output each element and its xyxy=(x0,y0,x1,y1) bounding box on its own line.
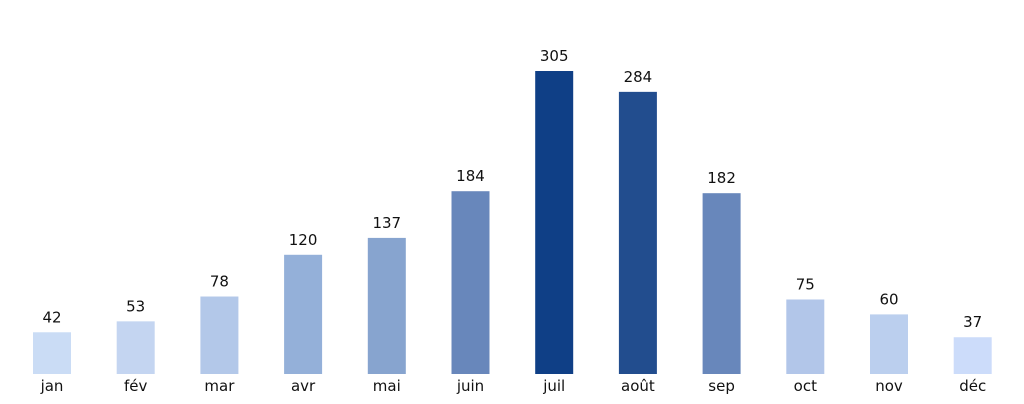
data-label-mar: 78 xyxy=(210,273,229,291)
data-label-déc: 37 xyxy=(963,313,982,331)
x-tick-label-jan: jan xyxy=(40,377,64,395)
bar-mai xyxy=(367,237,406,374)
data-label-jan: 42 xyxy=(42,308,61,326)
bar-avr xyxy=(284,254,323,374)
data-label-fév: 53 xyxy=(126,297,145,315)
x-tick-label-sep: sep xyxy=(708,377,735,395)
bar-juil xyxy=(535,71,574,374)
x-tick-label-juin: juin xyxy=(456,377,484,395)
x-tick-label-mar: mar xyxy=(204,377,235,395)
data-label-oct: 75 xyxy=(796,275,815,293)
x-tick-labels-layer: jan fév mar avr mai juin juil août sep oct nov déc xyxy=(40,377,987,395)
data-label-nov: 60 xyxy=(879,290,898,308)
bar-oct xyxy=(786,299,825,374)
x-tick-label-nov: nov xyxy=(875,377,903,395)
bar-nov xyxy=(870,314,908,374)
x-tick-label-juil: juil xyxy=(542,377,565,395)
bar-déc xyxy=(953,337,992,374)
x-tick-label-avr: avr xyxy=(291,377,316,395)
bar-sep xyxy=(702,193,741,374)
data-label-mai: 137 xyxy=(372,214,401,232)
bar-mar xyxy=(200,296,239,374)
x-tick-label-fév: fév xyxy=(124,377,148,395)
bar-août xyxy=(618,91,657,375)
x-tick-label-août: août xyxy=(621,377,655,395)
bar-jan xyxy=(33,332,71,374)
x-tick-label-oct: oct xyxy=(794,377,817,395)
bars-layer xyxy=(33,71,992,375)
x-tick-label-déc: déc xyxy=(959,377,986,395)
data-label-août: 284 xyxy=(624,68,653,86)
data-label-juin: 184 xyxy=(456,167,485,185)
data-label-juil: 305 xyxy=(540,47,569,65)
value-labels-layer: 42 53 78 120 137 184 305 284 182 75 60 37 xyxy=(42,47,982,331)
bar-fév xyxy=(116,321,155,374)
bar-juin xyxy=(451,191,490,374)
data-label-sep: 182 xyxy=(707,169,736,187)
data-label-avr: 120 xyxy=(289,231,318,249)
x-tick-label-mai: mai xyxy=(373,377,401,395)
